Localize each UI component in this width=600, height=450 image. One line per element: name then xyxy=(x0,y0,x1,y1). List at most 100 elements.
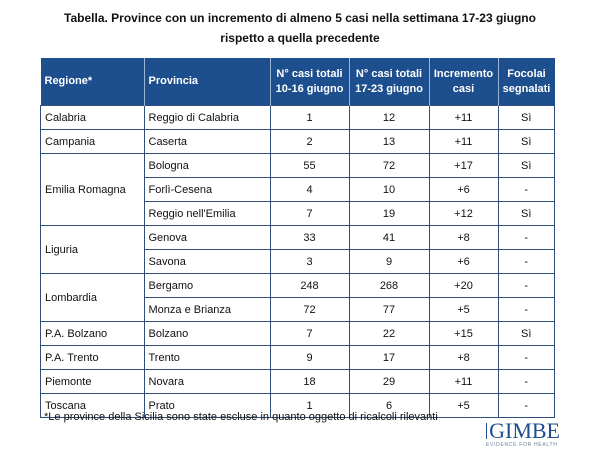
cell-c2: 12 xyxy=(348,105,430,130)
cell-c1: 2 xyxy=(269,129,350,154)
cell-foc: - xyxy=(497,225,555,250)
cell-inc: +17 xyxy=(428,153,499,178)
cell-provincia: Savona xyxy=(143,249,271,274)
cell-c1: 1 xyxy=(269,105,350,130)
cell-inc: +11 xyxy=(428,129,499,154)
table-row: Savona 3 9 +6- xyxy=(41,249,555,274)
cell-inc: +5 xyxy=(428,297,499,322)
cell-foc: - xyxy=(497,369,555,394)
table-row: P.A. Trento Trento 9 17 +8- xyxy=(40,345,555,370)
cell-regione: Emilia Romagna xyxy=(40,153,145,226)
table-row: Calabria Reggio di Calabria 1 12 +11 Sì xyxy=(40,105,555,130)
cell-regione: Toscana xyxy=(40,393,145,418)
cell-provincia: Novara xyxy=(143,369,271,394)
cell-c2: 6 xyxy=(348,393,430,418)
cell-c2: 22 xyxy=(348,321,430,346)
cell-foc: - xyxy=(497,393,555,418)
cell-provincia: Bolzano xyxy=(143,321,271,346)
cell-inc: +20 xyxy=(428,273,499,298)
cell-c2: 29 xyxy=(348,369,430,394)
cell-c1: 33 xyxy=(269,225,350,250)
table-title: Tabella. Province con un incremento di a… xyxy=(0,8,600,48)
title-line-1: Tabella. Province con un incremento di a… xyxy=(64,11,536,25)
cell-c2: 13 xyxy=(348,129,430,154)
cell-provincia: Caserta xyxy=(143,129,271,154)
cell-foc: - xyxy=(497,297,555,322)
cell-foc: Sì xyxy=(497,105,555,130)
cell-c1: 9 xyxy=(269,345,350,370)
cell-c1: 4 xyxy=(269,177,350,202)
logo-tagline: EVIDENCE FOR HEALTH xyxy=(486,442,558,448)
cell-c2: 9 xyxy=(348,249,430,274)
cell-foc: Sì xyxy=(497,129,555,154)
cell-regione: P.A. Bolzano xyxy=(40,321,145,346)
cell-regione: Lombardia xyxy=(40,273,145,322)
cell-foc: - xyxy=(497,273,555,298)
table-row: Campania Caserta 2 13 +11 Sì xyxy=(40,129,555,154)
title-line-2: rispetto a quella precedente xyxy=(220,31,380,45)
cell-provincia: Reggio nell'Emilia xyxy=(143,201,271,226)
cell-inc: +12 xyxy=(428,201,499,226)
table-row: Forlì-Cesena 4 10 +6- xyxy=(41,177,555,202)
cell-c2: 19 xyxy=(348,201,430,226)
cell-provincia: Bologna xyxy=(143,153,271,178)
cell-c1: 248 xyxy=(269,273,350,298)
cell-provincia: Genova xyxy=(143,225,271,250)
header-regione: Regione* xyxy=(40,58,144,106)
cell-c2: 72 xyxy=(348,153,430,178)
cell-c2: 10 xyxy=(348,177,430,202)
cell-c2: 41 xyxy=(348,225,430,250)
table-row: Lombardia Bergamo 248 268 +20- xyxy=(40,273,555,322)
table-row: Piemonte Novara 18 29 +11- xyxy=(40,369,555,394)
cell-foc: - xyxy=(497,177,555,202)
gimbe-logo: GIMBE EVIDENCE FOR HEALTH xyxy=(486,420,560,448)
cell-c1: 1 xyxy=(269,393,350,418)
cell-provincia: Trento xyxy=(143,345,271,370)
header-provincia: Provincia xyxy=(143,58,270,106)
cell-regione: P.A. Trento xyxy=(40,345,145,370)
cell-c1: 7 xyxy=(269,321,350,346)
cell-foc: Sì xyxy=(497,153,555,178)
cell-regione: Campania xyxy=(40,129,145,154)
cell-c1: 55 xyxy=(269,153,350,178)
header-focolai: Focolai segnalati xyxy=(497,58,555,106)
province-table: Regione* Provincia N° casi totali 10-16 … xyxy=(40,58,555,418)
cell-provincia: Forlì-Cesena xyxy=(143,177,271,202)
header-incremento: Incremento casi xyxy=(428,58,498,106)
cell-regione: Piemonte xyxy=(40,369,145,394)
table-row: P.A. Bolzano Bolzano 7 22 +15 Sì xyxy=(40,321,555,346)
cell-inc: +6 xyxy=(428,249,499,274)
cell-foc: Sì xyxy=(497,321,555,346)
header-casi-10-16: N° casi totali 10-16 giugno xyxy=(269,58,349,106)
cell-c1: 3 xyxy=(269,249,350,274)
cell-c2: 77 xyxy=(348,297,430,322)
cell-c1: 18 xyxy=(269,369,350,394)
cell-foc: - xyxy=(497,249,555,274)
cell-c2: 268 xyxy=(348,273,430,298)
cell-inc: +8 xyxy=(428,345,499,370)
cell-c1: 7 xyxy=(269,201,350,226)
cell-provincia: Prato xyxy=(143,393,271,418)
cell-inc: +11 xyxy=(428,369,499,394)
cell-inc: +5 xyxy=(428,393,499,418)
logo-name: GIMBE xyxy=(489,418,560,443)
cell-foc: - xyxy=(497,345,555,370)
cell-provincia: Monza e Brianza xyxy=(143,297,271,322)
cell-inc: +8 xyxy=(428,225,499,250)
table-row: Toscana Prato 1 6 +5- xyxy=(40,393,555,418)
cell-inc: +6 xyxy=(428,177,499,202)
cell-regione: Calabria xyxy=(40,105,145,130)
table-row: Liguria Genova 33 41 +8- xyxy=(40,225,555,274)
cell-regione: Liguria xyxy=(40,225,145,274)
cell-inc: +15 xyxy=(428,321,499,346)
cell-c2: 17 xyxy=(348,345,430,370)
cell-provincia: Reggio di Calabria xyxy=(143,105,271,130)
header-row: Regione* Provincia N° casi totali 10-16 … xyxy=(40,58,555,106)
cell-provincia: Bergamo xyxy=(143,273,271,298)
cell-c1: 72 xyxy=(269,297,350,322)
table-row: Emilia Romagna Bologna 55 72 +17 Sì xyxy=(40,153,555,226)
footnote: *Le province della Sicilia sono state es… xyxy=(44,411,438,423)
header-casi-17-23: N° casi totali 17-23 giugno xyxy=(348,58,429,106)
cell-foc: Sì xyxy=(497,201,555,226)
cell-inc: +11 xyxy=(428,105,499,130)
